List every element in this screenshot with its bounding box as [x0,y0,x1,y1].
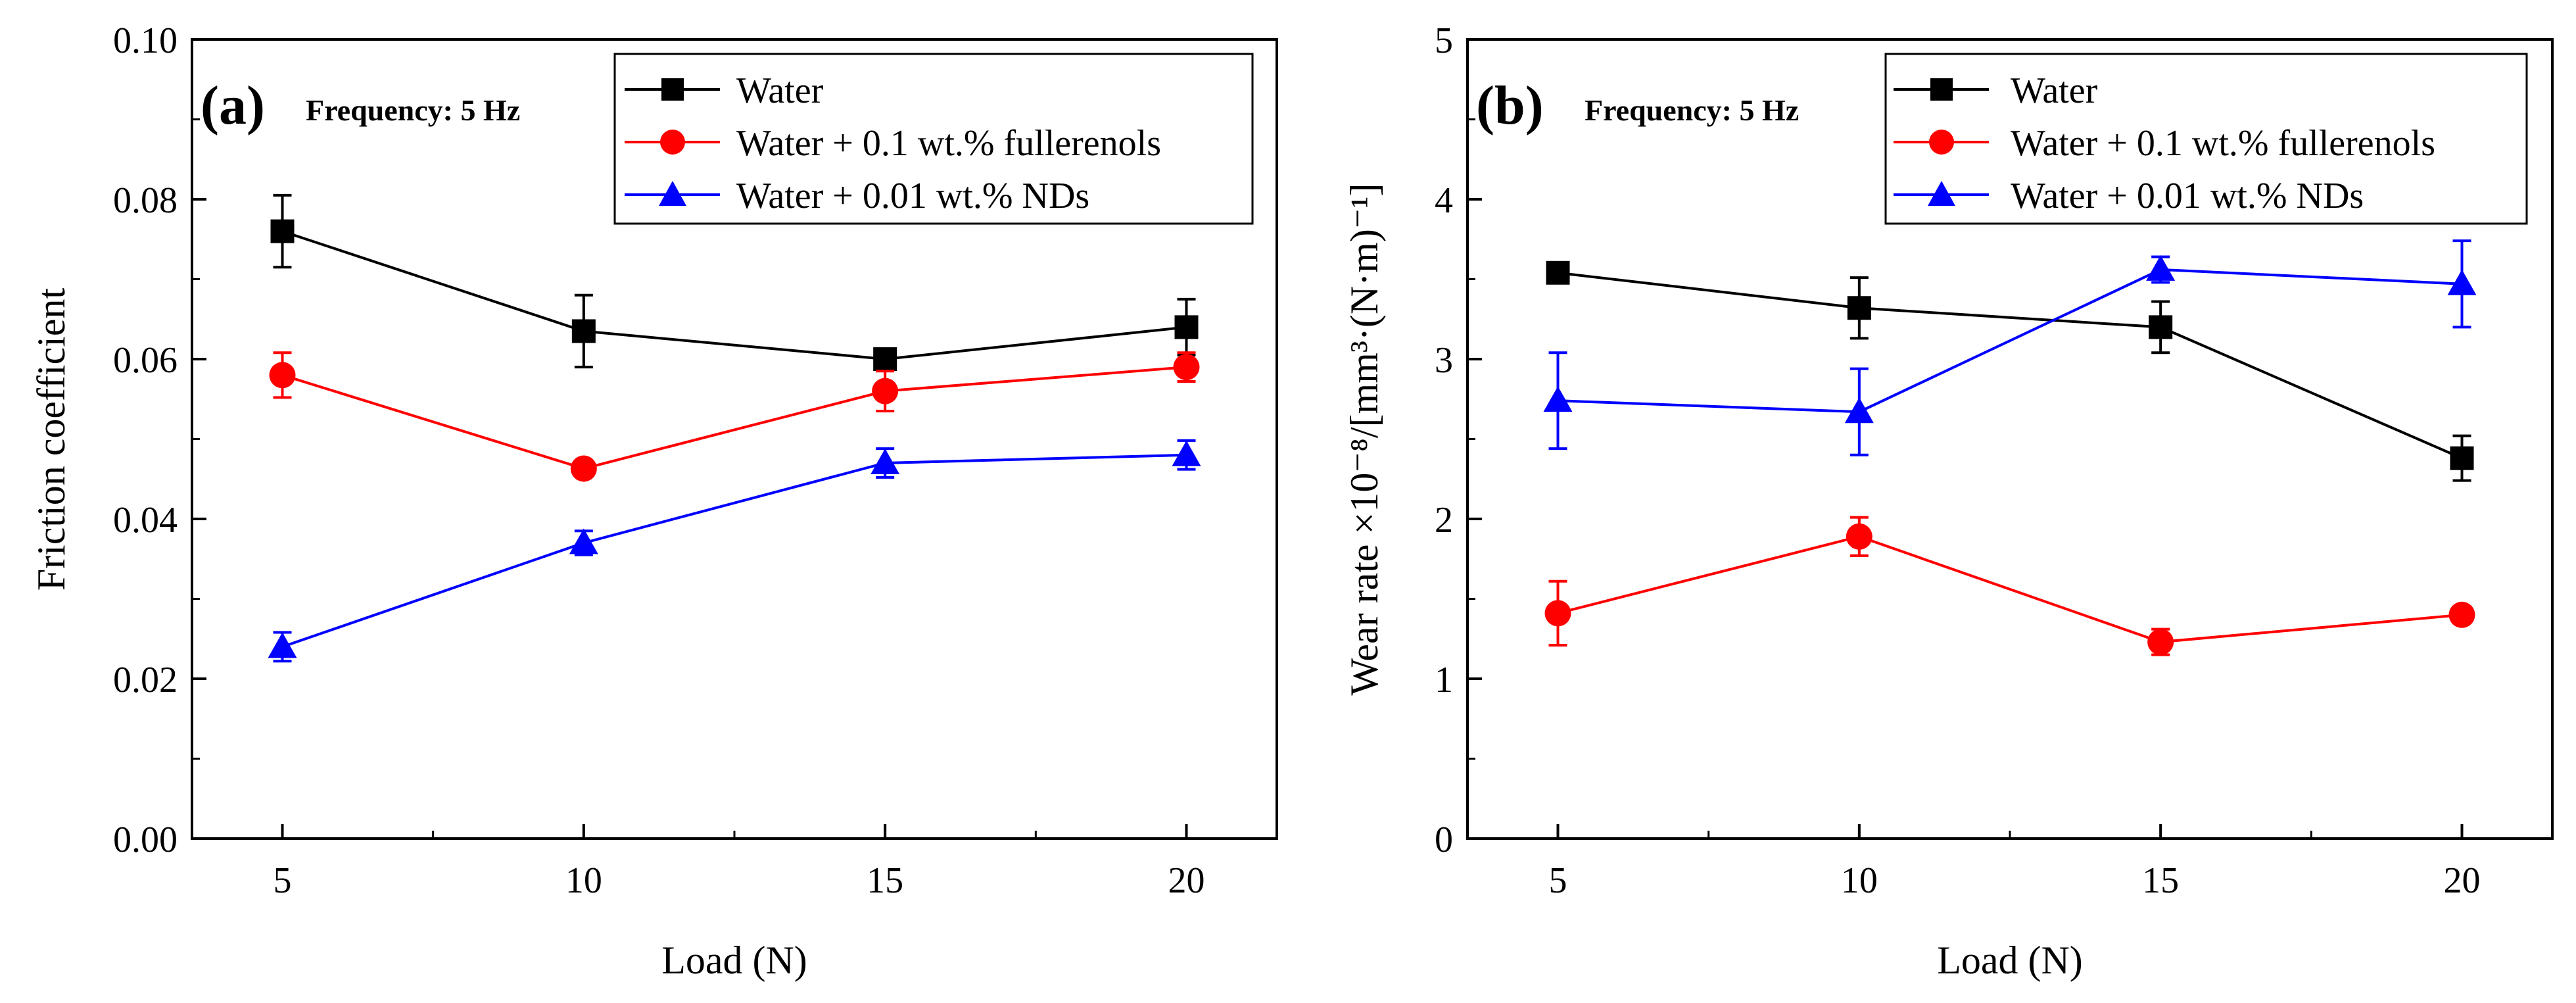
x-tick-label-a-10: 10 [565,860,602,901]
point-water-0-1-wt-fullerenols-a-5 [269,362,296,389]
y-tick-label-a-4: 0.08 [113,180,178,221]
point-water-0-01-wt-nds-a-15 [871,448,900,474]
legend-entry-fullerenols-a: Water + 0.1 wt.% fullerenols [625,123,1161,164]
series-line-water-0-1-wt-fullerenols-b [1558,535,2462,644]
legend-box-a [613,53,1254,225]
y-tick-label-b-2: 2 [1435,500,1453,541]
series-line-water-0-01-wt-nds-a [281,453,1187,648]
series-water-0-1-wt-fullerenols-a [269,351,1200,482]
panel-label-b: (b) [1476,75,1544,136]
ticks-b: 5 10 15 20 0 1 2 3 4 5 [1435,20,2481,901]
frequency-annotation-b: Frequency: 5 Hz [1585,93,1799,127]
series-water-b [1546,260,2474,482]
legend-b: Water Water + 0.1 wt.% fullerenols Water… [1884,53,2528,225]
point-water-0-01-wt-nds-a-10 [569,528,598,554]
point-water-0-01-wt-nds-a-20 [1172,440,1201,466]
y-tick-label-b-4: 4 [1435,180,1453,221]
series-line-water-0-1-wt-fullerenols-a [281,366,1187,470]
y-tick-label-a-3: 0.06 [113,340,178,381]
legend-entry-water-a: Water [625,70,824,111]
point-water-a-20 [1174,315,1199,339]
point-water-b-10 [1847,296,1871,320]
point-water-0-01-wt-nds-b-10 [1844,397,1874,424]
x-tick-label-b-10: 10 [1841,860,1878,901]
x-tick-label-b-20: 20 [2444,860,2481,901]
legend-label-nds-a: Water + 0.01 wt.% NDs [736,176,1089,216]
series-water-0-01-wt-nds-a [268,439,1201,663]
legend-label-nds-b: Water + 0.01 wt.% NDs [2011,176,2364,216]
point-water-0-1-wt-fullerenols-a-10 [570,455,597,482]
legend-entry-nds-a: Water + 0.01 wt.% NDs [625,176,1089,216]
frequency-annotation-a: Frequency: 5 Hz [306,93,520,127]
series-b [1543,239,2477,656]
y-axis-title-a: Friction coefficient [30,287,73,591]
y-axis-title-b: Wear rate ×10⁻⁸/[mm³·(N·m)⁻¹] [1343,183,1386,696]
y-tick-label-b-3: 3 [1435,340,1453,381]
x-tick-label-b-15: 15 [2142,860,2179,901]
point-water-a-5 [270,219,295,243]
legend-label-fullerenols-a: Water + 0.1 wt.% fullerenols [736,123,1161,164]
point-water-0-1-wt-fullerenols-b-20 [2448,601,2475,628]
y-tick-label-b-1: 1 [1435,660,1453,700]
legend-label-water-b: Water [2011,70,2098,111]
point-water-a-10 [571,319,596,343]
ticks-a: 5 10 15 20 0.00 0.02 0.04 0.06 0.08 0.10 [113,20,1205,901]
series-water-0-1-wt-fullerenols-b [1544,516,2475,656]
y-tick-label-a-1: 0.02 [113,660,178,700]
y-tick-label-a-2: 0.04 [113,500,178,541]
point-water-0-01-wt-nds-b-5 [1543,386,1573,412]
y-tick-label-a-0: 0.00 [113,820,178,860]
legend-label-fullerenols-b: Water + 0.1 wt.% fullerenols [2011,123,2435,164]
series-a [268,193,1201,663]
point-water-0-1-wt-fullerenols-b-10 [1846,523,1872,550]
x-axis-title-a: Load (N) [661,939,807,982]
legend-marker-fullerenols-b [1929,130,1954,155]
legend-a: Water Water + 0.1 wt.% fullerenols Water… [613,53,1254,225]
x-tick-label-a-20: 20 [1168,860,1205,901]
legend-marker-water-b [1930,78,1953,101]
y-tick-label-a-5: 0.10 [113,20,178,61]
panel-a: 5 10 15 20 0.00 0.02 0.04 0.06 0.08 0.10 (a) Freq… [30,20,1278,982]
point-water-0-01-wt-nds-a-5 [268,632,297,658]
point-water-b-15 [2149,315,2173,339]
point-water-b-20 [2450,446,2474,470]
x-tick-label-a-5: 5 [274,860,292,901]
point-water-0-1-wt-fullerenols-b-15 [2147,629,2174,656]
panel-b: 5 10 15 20 0 1 2 3 4 5 (b) Frequency: 5 Hz Water … [1343,20,2554,982]
y-tick-label-b-5: 5 [1435,20,1453,61]
series-water-0-01-wt-nds-b [1543,239,2477,456]
panel-label-a: (a) [201,75,265,136]
point-water-b-5 [1546,260,1570,285]
legend-entry-fullerenols-b: Water + 0.1 wt.% fullerenols [1894,123,2435,164]
series-line-water-b [1558,271,2463,460]
x-axis-title-b: Load (N) [1937,939,2083,982]
legend-entry-nds-b: Water + 0.01 wt.% NDs [1894,176,2364,216]
point-water-0-01-wt-nds-b-15 [2146,255,2176,281]
legend-marker-fullerenols-a [660,130,685,155]
legend-marker-nds-b [1928,181,1955,206]
point-water-0-1-wt-fullerenols-a-20 [1173,354,1200,381]
series-line-water-a [281,230,1187,361]
point-water-0-01-wt-nds-b-20 [2447,269,2477,295]
legend-marker-nds-a [659,181,686,206]
point-water-0-1-wt-fullerenols-b-5 [1544,600,1571,627]
point-water-0-1-wt-fullerenols-a-15 [872,378,899,404]
y-tick-label-b-0: 0 [1435,820,1453,860]
legend-box-b [1884,53,2528,225]
legend-label-water-a: Water [736,70,824,111]
legend-entry-water-b: Water [1894,70,2098,111]
x-tick-label-a-15: 15 [867,860,903,901]
legend-marker-water-a [661,78,684,101]
point-water-a-15 [873,347,897,371]
series-line-water-0-01-wt-nds-b [1558,268,2462,414]
x-tick-label-b-5: 5 [1549,860,1567,901]
series-water-a [270,193,1199,371]
